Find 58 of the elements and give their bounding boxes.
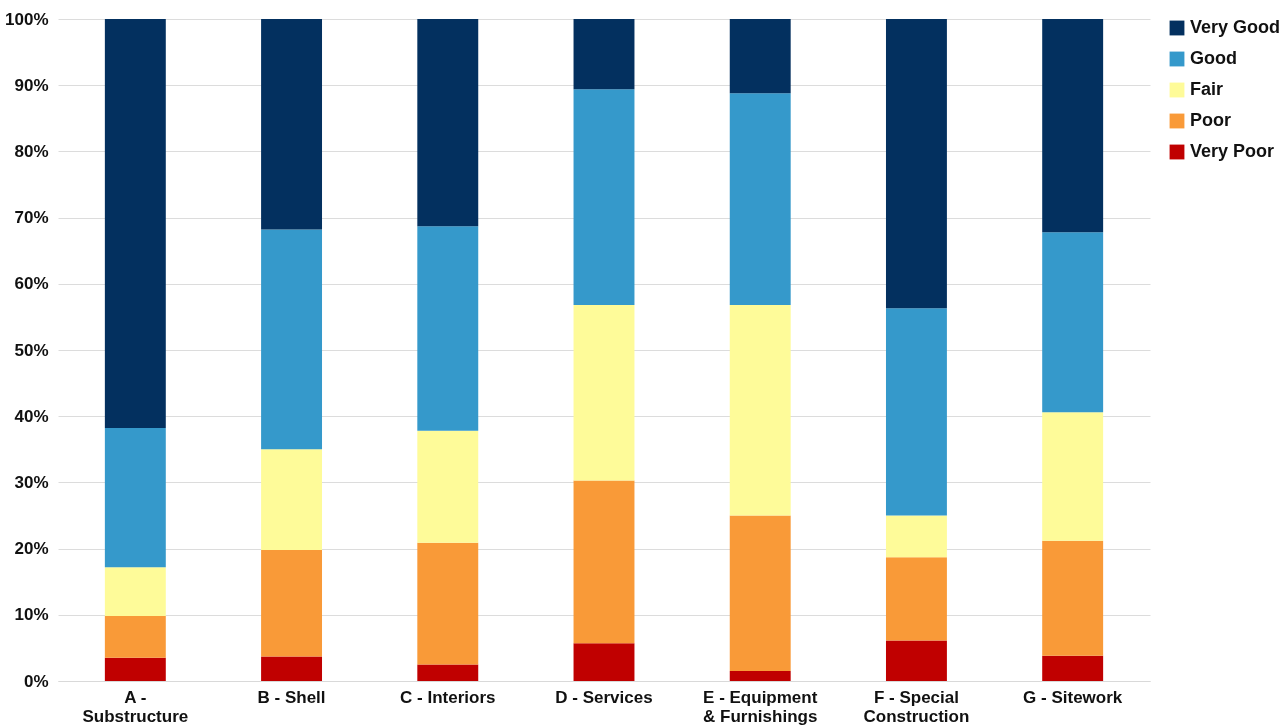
y-tick-label: 20% [14,539,49,559]
x-tick-label: A - Substructure [82,687,189,726]
y-tick-label: 60% [14,274,49,294]
x-tick-label: B - Shell [257,687,326,707]
bar [573,304,635,481]
x-tick-label: C - Interiors [400,687,496,707]
y-tick-label: 30% [14,472,49,492]
bar [104,19,166,429]
bar [729,671,791,681]
bar [261,656,323,681]
bar [573,19,635,90]
bar [1042,412,1104,541]
bar [1042,540,1104,656]
bar [261,19,323,230]
y-tick-label: 50% [14,340,49,360]
bar [104,657,166,681]
bar [885,515,947,558]
y-tick-label: 10% [14,605,49,625]
bar [417,542,479,665]
bar [104,428,166,568]
y-tick-label: 100% [5,9,49,29]
legend-label: Poor [1190,110,1232,130]
bar [417,664,479,681]
bar [885,640,947,681]
y-tick-label: 0% [23,671,49,691]
bar [885,308,947,516]
bar [104,616,166,658]
legend-label: Good [1190,48,1237,68]
legend-label: Fair [1190,79,1224,99]
y-tick-label: 90% [14,75,49,95]
legend-label: Very Good [1190,17,1281,37]
bar [1042,19,1104,233]
x-tick-label: G - Sitework [1023,687,1123,707]
bar [729,304,791,516]
x-tick-label: E - Equipment & Furnishings [703,687,818,726]
bar [573,89,635,305]
bar [729,93,791,305]
legend-label: Very Poor [1190,141,1275,161]
y-tick-label: 80% [14,141,49,161]
bar [261,449,323,550]
bar [417,226,479,431]
x-tick-label: F - Special Construction [863,687,970,726]
bar [729,515,791,672]
bar [261,549,323,657]
bar [573,643,635,681]
y-tick-label: 70% [14,208,49,228]
bar [729,19,791,94]
bar [104,567,166,617]
y-tick-label: 40% [14,406,49,426]
bar [1042,232,1104,413]
x-tick-label: D - Services [555,687,653,707]
bar [1042,655,1104,681]
bar [573,480,635,644]
bar [417,19,479,227]
bar [885,19,947,309]
bar [885,557,947,641]
bar [261,229,323,450]
bar [417,430,479,543]
